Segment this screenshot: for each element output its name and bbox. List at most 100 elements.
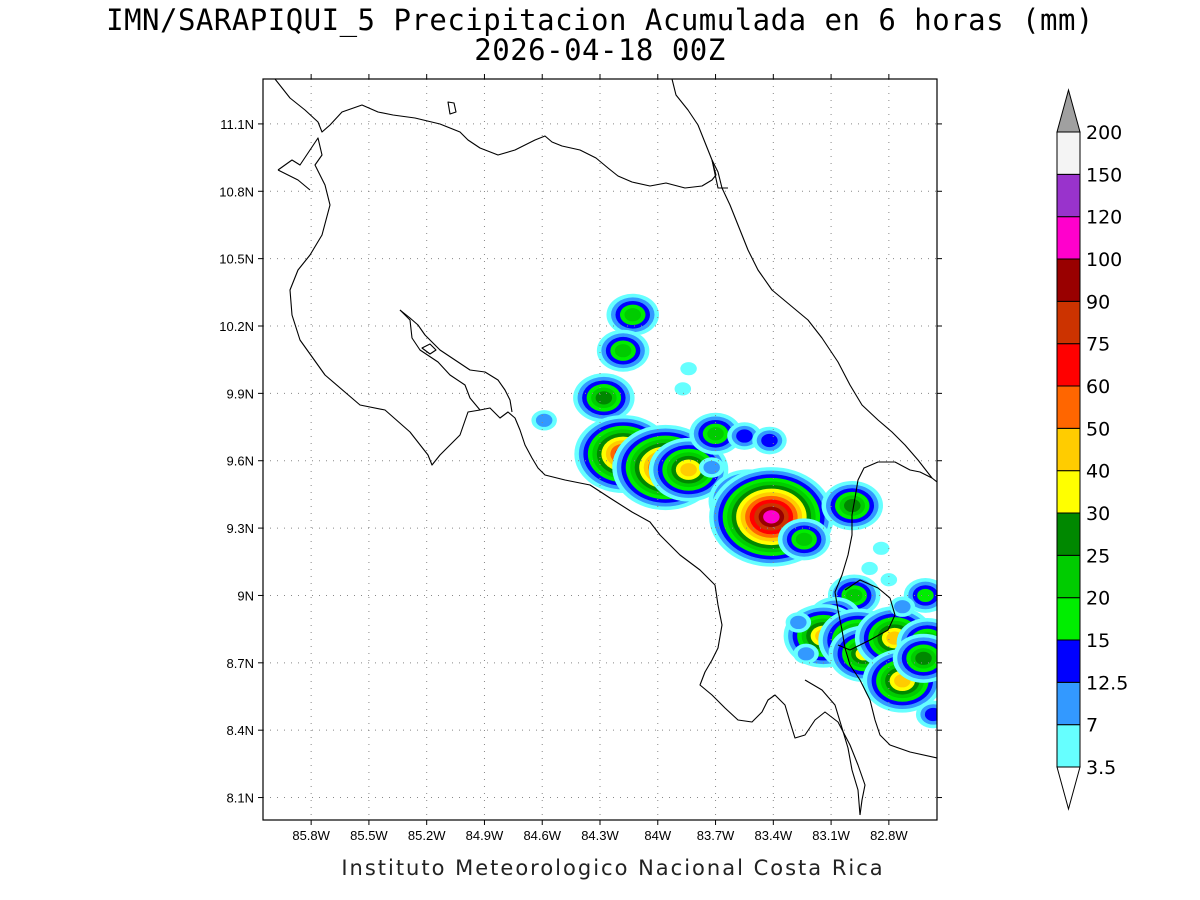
precip-cell bbox=[777, 518, 831, 561]
coastlines bbox=[274, 79, 937, 816]
colorbar-high-arrow bbox=[1056, 88, 1081, 133]
precip-cell bbox=[892, 633, 937, 683]
map-title: IMN/SARAPIQUI_5 Precipitacion Acumulada … bbox=[106, 3, 1094, 37]
lat-tick-label: 8.4N bbox=[227, 723, 254, 738]
colorbar-label: 200 bbox=[1086, 122, 1122, 144]
colorbar-label: 20 bbox=[1086, 588, 1110, 610]
precip-contour bbox=[797, 647, 815, 661]
precip-contour bbox=[680, 463, 697, 477]
lat-tick-label: 11.1N bbox=[220, 117, 254, 132]
lat-tick-label: 10.5N bbox=[219, 252, 254, 267]
colorbar: 3.5 7 12.5 15 20 25 30 40 50 60 75 90 100 120 150 200 bbox=[1056, 88, 1128, 811]
colorbar-label: 30 bbox=[1086, 503, 1110, 525]
precip-cell bbox=[785, 612, 812, 633]
bocas-coast bbox=[837, 579, 896, 651]
precip-cell bbox=[861, 561, 878, 576]
precip-contour bbox=[763, 510, 780, 524]
colorbar-segment bbox=[1056, 343, 1081, 387]
colorbar-label: 15 bbox=[1086, 630, 1110, 652]
lon-tick-label: 83.4W bbox=[755, 828, 793, 843]
colorbar-label: 100 bbox=[1086, 249, 1122, 271]
lon-tick-label: 85.8W bbox=[292, 828, 330, 843]
colorbar-segment bbox=[1056, 597, 1081, 641]
colorbar-label: 60 bbox=[1086, 376, 1110, 398]
colorbar-segment bbox=[1056, 385, 1081, 429]
precip-cell bbox=[880, 573, 898, 587]
precip-contour bbox=[703, 460, 720, 475]
nicaragua-coast bbox=[274, 79, 717, 189]
precip-cell bbox=[915, 700, 937, 729]
colorbar-label: 7 bbox=[1086, 715, 1098, 737]
precip-contour bbox=[595, 391, 613, 405]
precip-contour bbox=[917, 588, 934, 603]
credit-footer: Instituto Meteorologico Nacional Costa R… bbox=[341, 856, 885, 880]
precip-cell bbox=[680, 362, 697, 376]
precip-contour bbox=[880, 573, 898, 587]
colorbar-low-arrow bbox=[1056, 766, 1081, 811]
lat-lon-grid bbox=[263, 79, 937, 820]
lon-tick-label: 83.7W bbox=[697, 828, 735, 843]
map-datetime: 2026-04-18 00Z bbox=[474, 33, 726, 67]
colorbar-label: 150 bbox=[1086, 164, 1122, 186]
nicoya-inner bbox=[399, 309, 513, 413]
precip-contour bbox=[790, 615, 807, 630]
colorbar-segment bbox=[1056, 512, 1081, 556]
precip-contour bbox=[924, 707, 937, 722]
burica bbox=[804, 679, 861, 816]
colorbar-label: 12.5 bbox=[1086, 672, 1128, 694]
north-east-coast bbox=[671, 79, 728, 189]
colorbar-segment bbox=[1056, 131, 1081, 175]
axes: 85.8W 85.5W 85.2W 84.9W 84.6W 84.3W 84W 83.7W 83… bbox=[219, 74, 942, 843]
precipitation-field bbox=[531, 293, 937, 729]
precip-contour bbox=[795, 532, 813, 546]
precip-cell bbox=[606, 293, 659, 336]
precip-cell bbox=[689, 412, 742, 455]
lon-tick-label: 83.1W bbox=[812, 828, 850, 843]
precip-contour bbox=[761, 433, 778, 448]
precip-cell bbox=[793, 643, 819, 665]
precip-cell bbox=[752, 426, 787, 455]
small-island bbox=[447, 101, 457, 115]
precip-cell bbox=[596, 329, 650, 372]
colorbar-segment bbox=[1056, 173, 1081, 218]
lon-tick-label: 82.8W bbox=[870, 828, 908, 843]
colorbar-label: 3.5 bbox=[1086, 757, 1116, 779]
colorbar-segment bbox=[1056, 300, 1081, 345]
lat-tick-label: 8.1N bbox=[227, 791, 254, 806]
precip-contour bbox=[861, 561, 878, 576]
precip-cell bbox=[821, 481, 884, 531]
nicaragua-north-shore bbox=[277, 169, 311, 191]
lat-tick-label: 9.9N bbox=[227, 386, 254, 401]
precip-contour bbox=[614, 344, 632, 358]
precip-contour bbox=[535, 413, 553, 427]
colorbar-label: 25 bbox=[1086, 545, 1110, 567]
gulf-nicoya bbox=[399, 309, 866, 816]
precip-contour bbox=[894, 600, 911, 614]
lon-tick-label: 84.9W bbox=[466, 828, 504, 843]
nicaragua-border bbox=[277, 137, 481, 466]
colorbar-segment bbox=[1056, 258, 1081, 302]
colorbar-label: 90 bbox=[1086, 291, 1110, 313]
precip-contour bbox=[736, 429, 753, 443]
lon-tick-label: 85.2W bbox=[408, 828, 446, 843]
precip-contour bbox=[674, 382, 692, 396]
panama-border bbox=[854, 461, 933, 499]
lat-tick-label: 10.8N bbox=[219, 184, 254, 199]
colorbar-segment bbox=[1056, 724, 1081, 768]
lat-tick-label: 10.2N bbox=[219, 319, 254, 334]
lat-tick-label: 9.3N bbox=[227, 521, 254, 536]
colorbar-segment bbox=[1056, 639, 1081, 683]
lon-tick-label: 84.3W bbox=[581, 828, 619, 843]
island bbox=[421, 343, 437, 355]
colorbar-label: 120 bbox=[1086, 207, 1122, 229]
colorbar-segment bbox=[1056, 681, 1081, 726]
caribbean-coast bbox=[711, 159, 937, 483]
lat-tick-label: 9.6N bbox=[227, 454, 254, 469]
lat-tick-label: 8.7N bbox=[227, 656, 254, 671]
precip-cell bbox=[674, 382, 692, 396]
precip-cell bbox=[531, 410, 557, 431]
lon-tick-label: 85.5W bbox=[350, 828, 388, 843]
colorbar-segment bbox=[1056, 427, 1081, 472]
precip-cell bbox=[872, 541, 890, 555]
